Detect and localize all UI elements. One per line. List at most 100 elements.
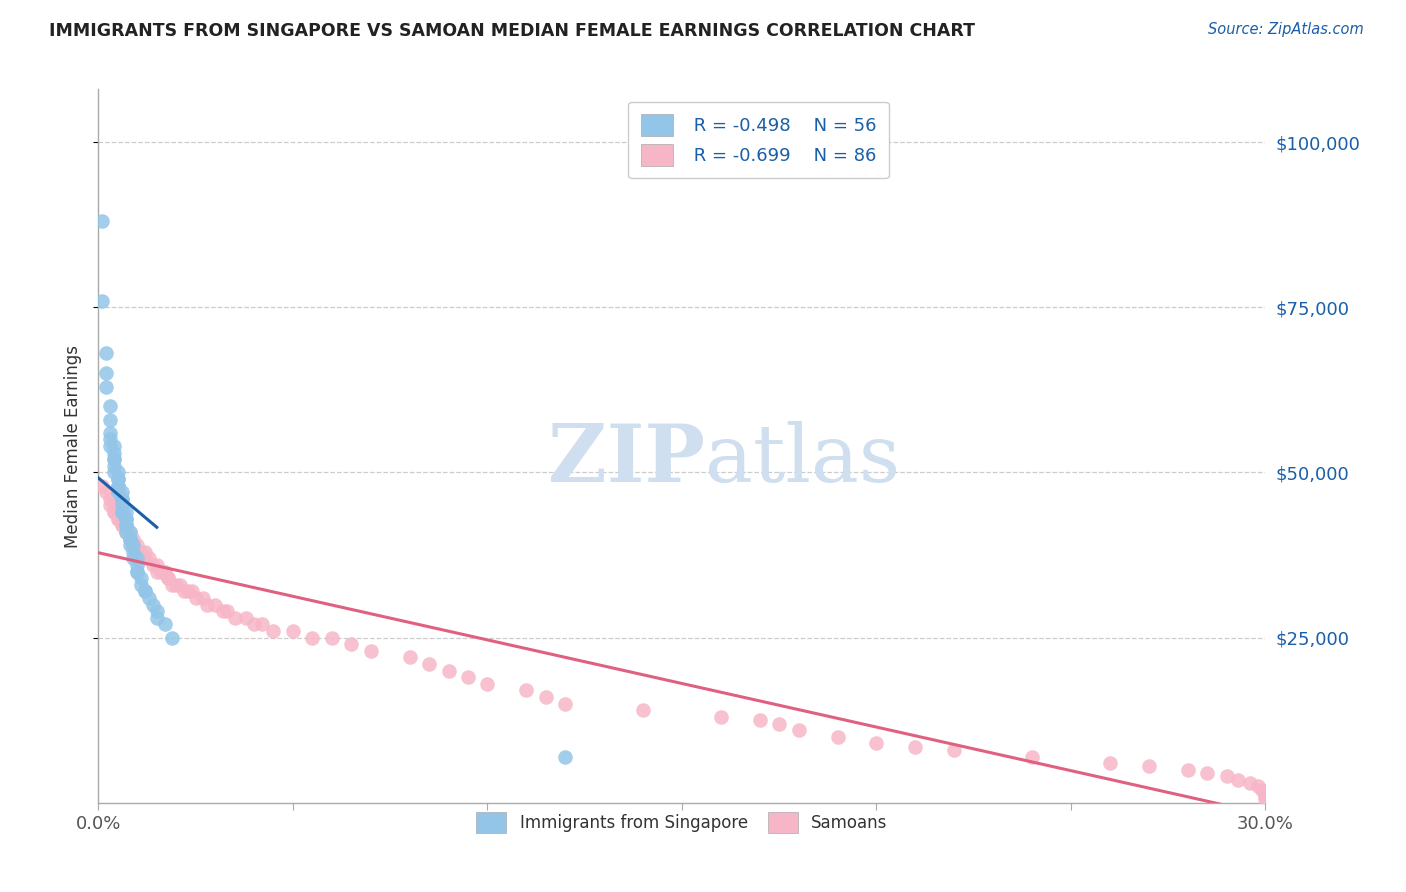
Point: [103, 458, 125, 473]
Point: [118, 532, 141, 546]
Point: [1254, 789, 1277, 804]
Point: [146, 604, 169, 618]
Y-axis label: Median Female Earnings: Median Female Earnings: [63, 344, 82, 548]
Point: [129, 571, 152, 585]
Point: [360, 644, 382, 658]
Point: [1239, 776, 1261, 790]
Point: [118, 524, 141, 539]
Point: [111, 511, 134, 525]
Point: [215, 604, 238, 618]
Text: Source: ZipAtlas.com: Source: ZipAtlas.com: [1208, 22, 1364, 37]
Point: [111, 518, 134, 533]
Point: [1215, 769, 1237, 783]
Text: atlas: atlas: [706, 421, 900, 500]
Point: [1021, 749, 1043, 764]
Point: [122, 551, 145, 566]
Point: [146, 558, 169, 572]
Point: [107, 478, 129, 492]
Point: [457, 670, 479, 684]
Point: [114, 518, 136, 533]
Point: [134, 551, 156, 566]
Point: [114, 511, 136, 525]
Point: [114, 505, 136, 519]
Point: [103, 445, 125, 459]
Point: [91, 293, 114, 308]
Point: [153, 565, 176, 579]
Point: [142, 598, 165, 612]
Point: [114, 511, 136, 525]
Point: [127, 545, 149, 559]
Point: [107, 511, 129, 525]
Point: [184, 591, 207, 605]
Point: [169, 578, 191, 592]
Point: [768, 716, 790, 731]
Point: [193, 591, 215, 605]
Point: [103, 499, 125, 513]
Point: [114, 524, 136, 539]
Point: [107, 472, 129, 486]
Point: [146, 611, 169, 625]
Point: [134, 584, 156, 599]
Point: [111, 491, 134, 506]
Point: [157, 571, 180, 585]
Point: [129, 578, 152, 592]
Point: [98, 491, 121, 506]
Point: [398, 650, 420, 665]
Point: [149, 565, 172, 579]
Point: [138, 551, 160, 566]
Point: [554, 697, 576, 711]
Point: [98, 412, 121, 426]
Point: [114, 518, 136, 533]
Point: [153, 617, 176, 632]
Point: [340, 637, 363, 651]
Point: [418, 657, 440, 671]
Point: [1250, 782, 1272, 797]
Point: [437, 664, 460, 678]
Point: [710, 710, 733, 724]
Point: [243, 617, 266, 632]
Point: [1254, 786, 1277, 800]
Point: [180, 584, 202, 599]
Point: [146, 565, 169, 579]
Point: [122, 545, 145, 559]
Point: [111, 505, 134, 519]
Point: [103, 505, 125, 519]
Text: IMMIGRANTS FROM SINGAPORE VS SAMOAN MEDIAN FEMALE EARNINGS CORRELATION CHART: IMMIGRANTS FROM SINGAPORE VS SAMOAN MEDI…: [49, 22, 976, 40]
Point: [111, 505, 134, 519]
Point: [114, 524, 136, 539]
Point: [127, 565, 149, 579]
Point: [98, 400, 121, 414]
Point: [98, 499, 121, 513]
Point: [118, 532, 141, 546]
Point: [103, 452, 125, 467]
Point: [118, 524, 141, 539]
Point: [235, 611, 257, 625]
Point: [107, 505, 129, 519]
Legend: Immigrants from Singapore, Samoans: Immigrants from Singapore, Samoans: [468, 804, 896, 841]
Point: [107, 478, 129, 492]
Point: [1254, 792, 1277, 806]
Point: [534, 690, 557, 704]
Point: [103, 439, 125, 453]
Point: [515, 683, 537, 698]
Point: [118, 538, 141, 552]
Point: [91, 478, 114, 492]
Point: [301, 631, 323, 645]
Point: [173, 584, 195, 599]
Point: [1246, 779, 1268, 793]
Point: [904, 739, 927, 754]
Point: [107, 485, 129, 500]
Point: [162, 578, 184, 592]
Point: [281, 624, 304, 638]
Point: [122, 532, 145, 546]
Point: [1098, 756, 1121, 771]
Point: [114, 524, 136, 539]
Point: [122, 538, 145, 552]
Point: [118, 532, 141, 546]
Point: [787, 723, 810, 738]
Point: [165, 578, 187, 592]
Point: [827, 730, 849, 744]
Point: [111, 518, 134, 533]
Point: [157, 571, 180, 585]
Point: [224, 611, 246, 625]
